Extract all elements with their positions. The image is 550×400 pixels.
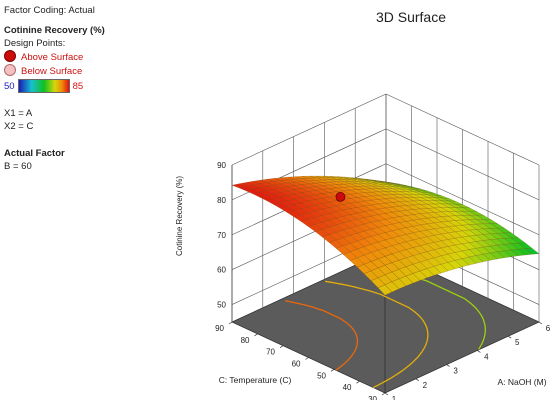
x-tick-mark <box>446 364 450 367</box>
x-tick-mark <box>384 392 389 396</box>
z-tick-label: 60 <box>217 266 226 275</box>
z-tick-label: 50 <box>217 301 226 310</box>
color-scale: 50 85 <box>4 79 179 93</box>
grid-line <box>231 93 387 166</box>
chart-title: 3D Surface <box>376 9 446 25</box>
y-tick-label: 50 <box>317 371 326 380</box>
y-tick-mark <box>356 380 360 384</box>
design-point-above-surface <box>335 191 346 202</box>
x-tick-mark <box>415 378 419 382</box>
y-axis-label: C: Temperature (C) <box>219 375 292 385</box>
y-tick-mark <box>305 357 309 360</box>
x-tick-mark <box>538 321 543 325</box>
x-tick-mark <box>477 350 481 353</box>
y-tick-mark <box>381 392 386 396</box>
y-tick-label: 30 <box>368 395 377 400</box>
x-tick-label: 3 <box>453 367 458 376</box>
color-scale-min: 50 <box>4 80 15 92</box>
response-surface <box>231 175 540 296</box>
x-tick-label: 2 <box>423 381 428 390</box>
x-tick-label: 5 <box>515 338 520 347</box>
z-axis-label: Cotinine Recovery (%) <box>175 176 184 256</box>
x-tick-label: 1 <box>392 395 397 400</box>
actual-factor-label: Actual Factor <box>4 148 65 159</box>
floor-contour-line <box>285 300 359 371</box>
x-axis-label: A: NaOH (M) <box>497 377 546 387</box>
z-tick-label: 90 <box>217 161 226 170</box>
legend-panel: Factor Coding: Actual Cotinine Recovery … <box>4 4 179 173</box>
floor-contour-line <box>324 280 429 389</box>
y-tick-label: 60 <box>292 360 301 369</box>
factor-coding-label: Factor Coding: Actual <box>4 5 95 16</box>
x-tick-label: 4 <box>484 352 489 361</box>
below-surface-label: Below Surface <box>21 66 83 77</box>
x-tick-label: 6 <box>546 324 550 333</box>
color-scale-bar <box>17 79 70 93</box>
y-tick-mark <box>279 345 284 348</box>
above-surface-dot-icon <box>4 50 16 62</box>
actual-factor-value: B = 60 <box>4 161 32 172</box>
y-tick-label: 80 <box>241 336 250 345</box>
y-tick-mark <box>330 369 335 372</box>
z-tick-label: 70 <box>217 231 226 240</box>
surface-facet <box>377 284 393 296</box>
y-tick-label: 40 <box>343 383 352 392</box>
legend-above-surface: Above Surface <box>4 50 179 64</box>
below-surface-dot-icon <box>4 64 16 76</box>
y-tick-label: 90 <box>215 324 224 333</box>
response-name: Cotinine Recovery (%) <box>4 25 105 36</box>
y-tick-mark <box>254 333 258 337</box>
color-scale-max: 85 <box>72 80 84 92</box>
x2-mapping: X2 = C <box>4 121 34 132</box>
x-tick-mark <box>508 335 512 339</box>
design-points-label: Design Points: <box>4 38 66 49</box>
y-tick-mark <box>228 321 233 325</box>
legend-below-surface: Below Surface <box>4 64 179 78</box>
y-tick-label: 70 <box>266 348 275 357</box>
above-surface-label: Above Surface <box>21 52 84 63</box>
z-tick-label: 80 <box>217 196 226 205</box>
x1-mapping: X1 = A <box>4 108 33 119</box>
